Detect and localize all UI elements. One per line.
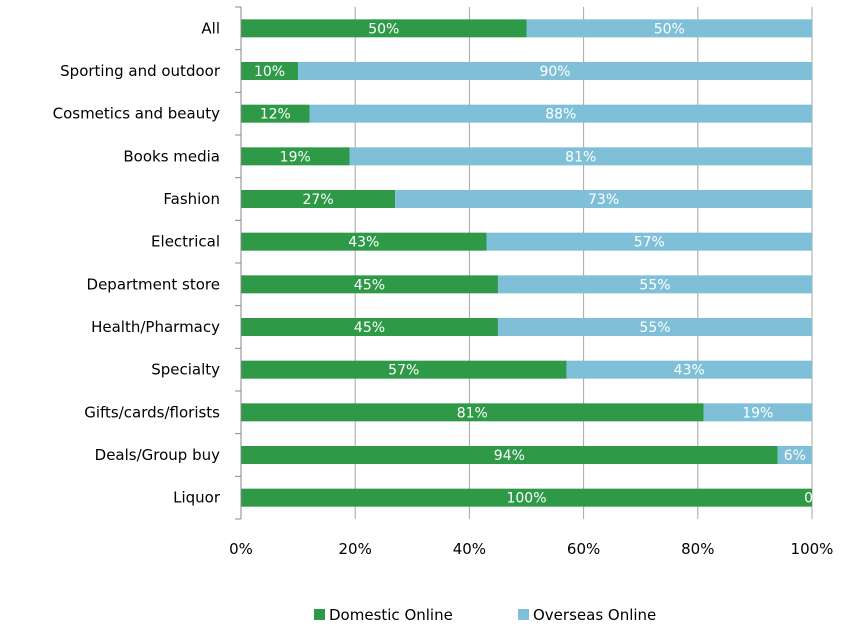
x-tick-label: 60% xyxy=(567,540,600,558)
data-label: 10% xyxy=(254,64,285,80)
data-label: 57% xyxy=(388,363,419,379)
data-label: 94% xyxy=(494,448,525,464)
overseas-online-bar xyxy=(526,19,812,38)
domestic-online-bar xyxy=(241,190,396,208)
overseas-online-bar xyxy=(349,147,812,166)
overseas-online-bar xyxy=(486,232,812,251)
domestic-online-bar xyxy=(241,446,778,464)
domestic-online-bar xyxy=(241,104,310,123)
category-label: Liquor xyxy=(173,489,221,507)
data-label: 19% xyxy=(742,405,773,421)
category-label: Books media xyxy=(123,147,220,165)
domestic-online-bar xyxy=(241,19,527,38)
x-tick-label: 80% xyxy=(681,540,714,558)
axes: 0% 20% 40% 60% 80% 100% xyxy=(229,6,834,558)
category-label: Electrical xyxy=(151,233,220,251)
data-label: 57% xyxy=(634,235,665,251)
data-label: 43% xyxy=(348,235,379,251)
domestic-online-bar xyxy=(241,360,567,379)
category-label: Fashion xyxy=(163,190,220,208)
category-label: Cosmetics and beauty xyxy=(53,105,221,123)
data-label: 55% xyxy=(639,320,670,336)
data-label: 50% xyxy=(654,21,685,37)
legend-swatch xyxy=(518,609,529,620)
overseas-online-bar xyxy=(777,446,812,464)
data-label: 73% xyxy=(588,192,619,208)
data-label: 19% xyxy=(280,149,311,165)
legend: Domestic Online Overseas Online xyxy=(314,606,656,624)
legend-label: Domestic Online xyxy=(329,606,453,624)
data-label: 45% xyxy=(354,320,385,336)
domestic-online-bar xyxy=(241,488,812,507)
overseas-online-bar xyxy=(566,360,812,379)
labels: All 50% 50% Sporting and outdoor 10% 90% Cosme… xyxy=(53,19,813,506)
domestic-online-bar xyxy=(241,275,498,294)
data-label: 12% xyxy=(260,107,291,123)
overseas-online-bar xyxy=(298,62,813,80)
data-label: 6% xyxy=(784,448,806,464)
overseas-online-bar xyxy=(497,275,812,294)
category-label: Health/Pharmacy xyxy=(91,318,220,336)
overseas-online-bar xyxy=(395,190,812,208)
x-tick-label: 100% xyxy=(791,540,834,558)
category-label: Sporting and outdoor xyxy=(60,62,221,80)
data-label: 27% xyxy=(303,192,334,208)
category-label: Gifts/cards/florists xyxy=(84,403,220,421)
domestic-online-bar xyxy=(241,147,350,166)
data-label: 45% xyxy=(354,277,385,293)
domestic-online-bar xyxy=(241,232,487,251)
gridlines xyxy=(354,7,813,519)
data-label: 0 xyxy=(804,491,813,507)
data-label: 50% xyxy=(368,21,399,37)
data-label: 90% xyxy=(539,64,570,80)
overseas-online-bar xyxy=(309,104,812,123)
domestic-online-bar xyxy=(241,62,299,80)
x-tick-label: 40% xyxy=(453,540,486,558)
legend-swatch xyxy=(314,609,325,620)
overseas-online-bar xyxy=(497,318,812,336)
category-label: Deals/Group buy xyxy=(95,446,220,464)
domestic-online-bar xyxy=(241,403,704,422)
bars xyxy=(241,19,813,507)
overseas-online-bar xyxy=(703,403,812,422)
category-label: All xyxy=(201,19,220,37)
data-label: 43% xyxy=(674,363,705,379)
data-label: 100% xyxy=(506,491,546,507)
category-label: Department store xyxy=(87,275,220,293)
domestic-online-bar xyxy=(241,318,498,336)
data-label: 81% xyxy=(565,149,596,165)
x-tick-label: 20% xyxy=(339,540,372,558)
x-tick-label: 0% xyxy=(229,540,253,558)
data-label: 55% xyxy=(639,277,670,293)
legend-label: Overseas Online xyxy=(533,606,656,624)
data-label: 88% xyxy=(545,107,576,123)
category-label: Specialty xyxy=(151,361,220,379)
data-label: 81% xyxy=(457,405,488,421)
